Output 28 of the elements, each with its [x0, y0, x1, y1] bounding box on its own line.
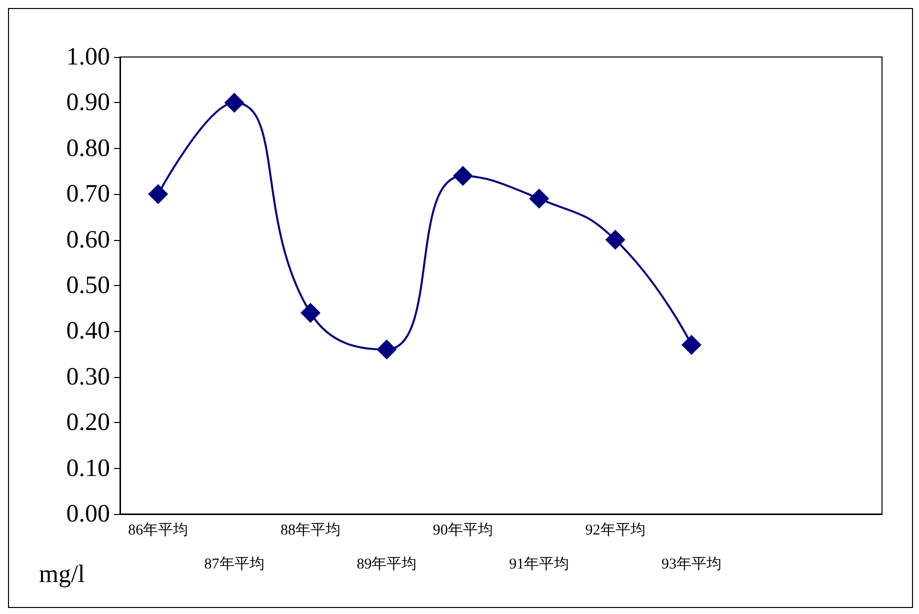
point [529, 188, 550, 209]
x-tick-label: 92年平均 [585, 522, 646, 538]
point [682, 334, 702, 355]
x-tick-label: 86年平均 [128, 522, 188, 538]
y-tick-label: 0.00 [66, 500, 110, 528]
y-tick-label: 0.10 [66, 454, 110, 482]
y-tick-label: 0.20 [66, 409, 110, 436]
x-tick-label: 91年平均 [509, 556, 570, 572]
y-axis-title: mg/l [39, 561, 85, 588]
point [605, 230, 626, 250]
y-tick-label: 0.30 [66, 363, 110, 390]
x-tick-label: 93年平均 [662, 556, 722, 572]
point [452, 166, 473, 186]
x-tick-label: 90年平均 [432, 522, 493, 538]
y-tick-label: 0.90 [66, 89, 110, 116]
point [300, 302, 320, 323]
y-tick-label: 0.80 [66, 134, 110, 162]
x-tick-label: 89年平均 [356, 556, 417, 572]
y-tick-label: 0.40 [66, 318, 110, 345]
x-tick-label: 88年平均 [280, 522, 340, 538]
y-tick-label: 1.00 [66, 44, 110, 70]
y-tick-label: 0.50 [66, 272, 110, 299]
point [376, 339, 397, 360]
y-tick-label: 0.60 [66, 226, 110, 254]
point [224, 92, 244, 113]
point [148, 184, 168, 204]
y-tick-label: 0.70 [66, 180, 110, 208]
x-tick-label: 87年平均 [204, 556, 264, 572]
